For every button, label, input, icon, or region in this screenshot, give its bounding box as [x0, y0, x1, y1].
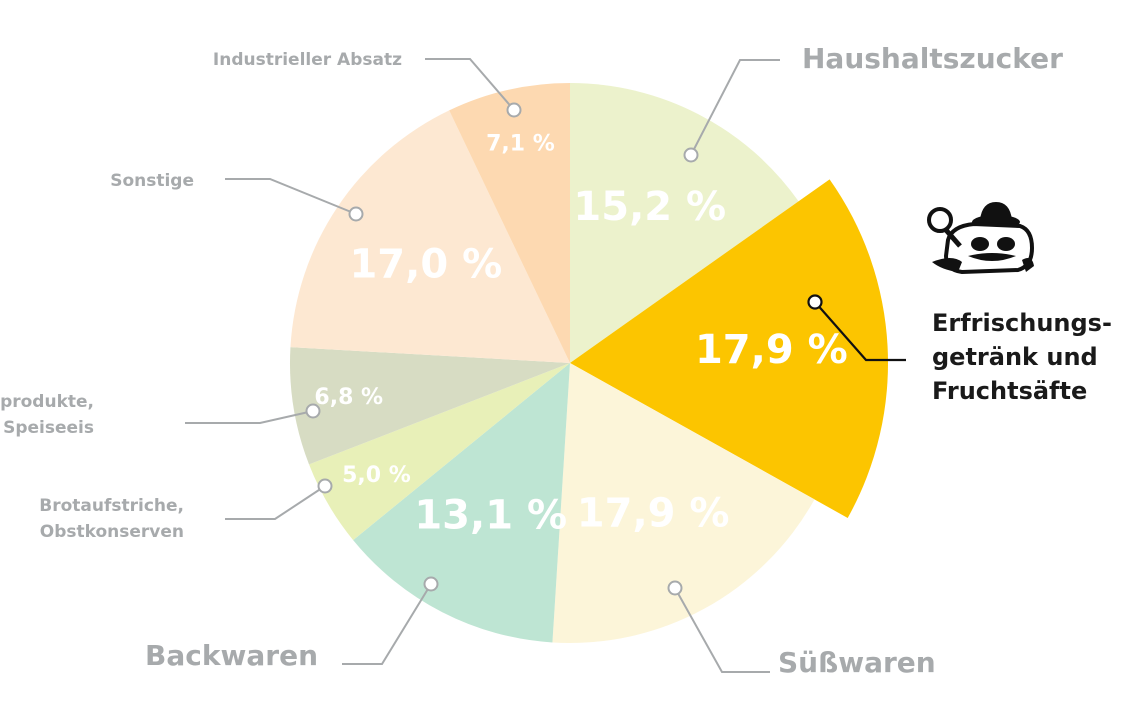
- pie-slice: [570, 179, 888, 518]
- slice-category-label: Brotaufstriche, Obstkonserven: [39, 496, 184, 542]
- leader-line: [690, 59, 780, 156]
- leader-dot: [506, 102, 522, 118]
- leader-line: [185, 410, 314, 424]
- leader-dot: [683, 147, 699, 163]
- slice-category-label: Süßwaren: [778, 646, 936, 679]
- leader-line: [225, 178, 357, 215]
- slice-category-label: Haushaltszucker: [802, 42, 1063, 75]
- slice-category-label: Milchprodukte,Speiseeis: [0, 392, 94, 438]
- detective-sugar-cube-icon: [927, 202, 1035, 275]
- leader-lines: [185, 58, 906, 673]
- slice-value-label: 15,2 %: [573, 184, 726, 230]
- leader-dot: [317, 478, 333, 494]
- slice-value-label: 17,9 %: [577, 490, 730, 536]
- slice-category-label: Erfrischungs-getränk und Fruchtsäfte: [932, 309, 1112, 405]
- slice-value-label: 7,1 %: [486, 132, 555, 157]
- category-labels: Haushaltszucker Erfrischungs-getränk und F…: [0, 42, 1112, 679]
- pie-slice: [552, 363, 815, 644]
- leader-dot: [423, 576, 439, 592]
- pie-slice: [570, 83, 799, 363]
- leader-line: [342, 583, 432, 665]
- value-labels: 15,2 %17,9 %17,9 %13,1 %5,0 %6,8 %17,0 %…: [314, 132, 847, 539]
- pie-slice: [290, 110, 570, 363]
- pie-slice: [290, 347, 570, 465]
- slice-value-label: 6,8 %: [314, 385, 383, 410]
- slice-value-label: 17,9 %: [695, 327, 848, 373]
- slice-value-label: 13,1 %: [414, 492, 567, 538]
- pie-slice: [449, 83, 570, 363]
- slice-value-label: 5,0 %: [342, 463, 411, 488]
- pie-slice: [353, 363, 570, 643]
- pie-slice: [309, 363, 570, 541]
- leader-dot: [348, 206, 364, 222]
- leader-dot: [807, 294, 823, 310]
- leader-line: [425, 58, 515, 111]
- slice-category-label: Industrieller Absatz: [213, 50, 402, 70]
- slice-value-label: 17,0 %: [349, 241, 502, 287]
- leader-line: [814, 301, 906, 362]
- leader-line: [674, 587, 770, 673]
- pie-slices: [290, 83, 888, 644]
- slice-category-label: Backwaren: [145, 639, 318, 672]
- leader-dot: [667, 580, 683, 596]
- leader-dot: [305, 403, 321, 419]
- slice-category-label: Sonstige: [110, 171, 194, 191]
- leader-line: [225, 485, 326, 520]
